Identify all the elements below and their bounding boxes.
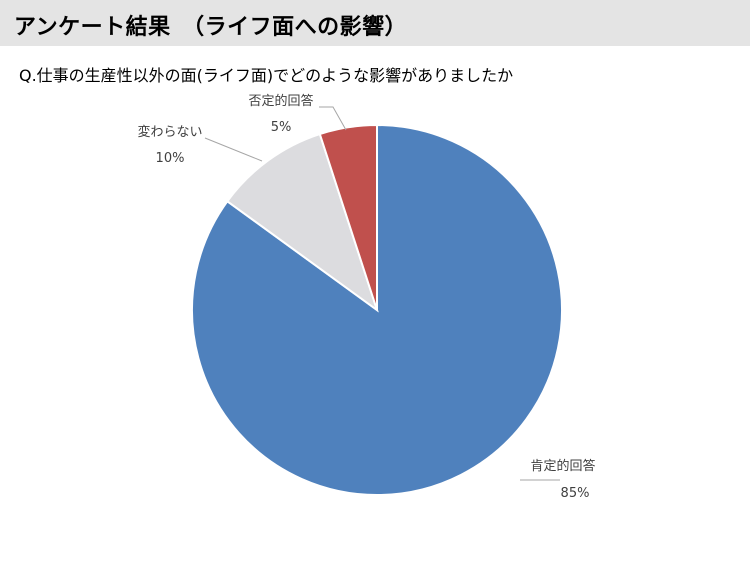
leader-lines bbox=[204, 106, 560, 481]
question-text: Q.仕事の生産性以外の面(ライフ面)でどのような影響がありましたか bbox=[19, 66, 514, 85]
slice-label-name: 肯定的回答 bbox=[530, 458, 595, 474]
pie-slice-2 bbox=[225, 132, 379, 313]
slice-label-name: 変わらない bbox=[137, 124, 202, 140]
page-title: アンケート結果 （ライフ面への影響） bbox=[14, 15, 408, 40]
slice-labels: 肯定的回答 85% 変わらない 10% 否定的回答 5% bbox=[137, 93, 595, 501]
slice-label-value: 10% bbox=[156, 151, 185, 166]
slice-label-value: 5% bbox=[271, 120, 292, 135]
slice-label-value: 85% bbox=[561, 486, 590, 501]
header-bar: アンケート結果 （ライフ面への影響） bbox=[0, 0, 750, 46]
pie-slices bbox=[191, 123, 563, 496]
leader-line-2 bbox=[204, 137, 263, 162]
leader-line-3 bbox=[319, 106, 347, 131]
slice-label-name: 否定的回答 bbox=[248, 93, 313, 109]
pie-slice-3 bbox=[318, 123, 378, 311]
